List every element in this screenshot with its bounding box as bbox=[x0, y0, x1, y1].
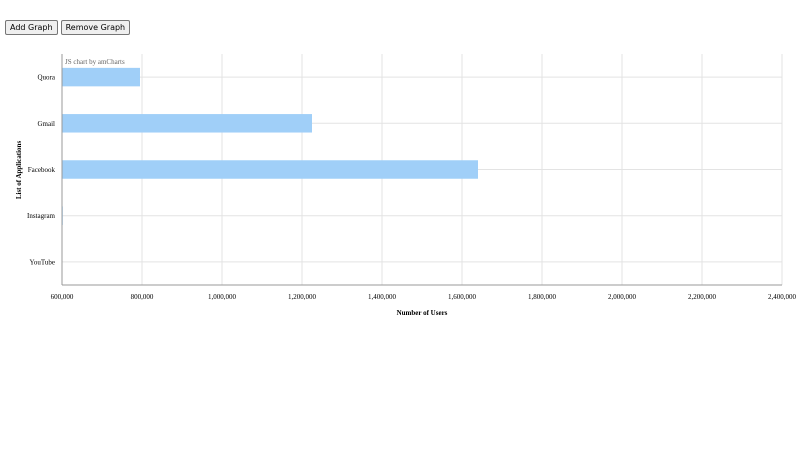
x-tick-label: 2,200,000 bbox=[688, 293, 717, 301]
category-label-youtube: YouTube bbox=[30, 258, 56, 266]
remove-graph-button[interactable]: Remove Graph bbox=[60, 20, 131, 35]
x-tick-label: 1,200,000 bbox=[288, 293, 317, 301]
x-tick-label: 1,000,000 bbox=[208, 293, 237, 301]
category-labels: Quora Gmail Facebook Instagram YouTube bbox=[27, 74, 56, 267]
x-tick-label: 600,000 bbox=[51, 293, 74, 301]
x-tick-label: 2,000,000 bbox=[608, 293, 637, 301]
x-tick-label: 1,600,000 bbox=[448, 293, 477, 301]
axes bbox=[61, 54, 782, 286]
x-axis-label: Number of Users bbox=[397, 309, 448, 317]
tick-labels: 600,000 800,000 1,000,000 1,200,000 1,400,00… bbox=[51, 293, 797, 301]
bars bbox=[62, 67, 478, 225]
x-tick-label: 1,800,000 bbox=[528, 293, 557, 301]
bar-gmail[interactable] bbox=[62, 114, 312, 133]
bar-facebook[interactable] bbox=[62, 160, 478, 179]
bar-quora[interactable] bbox=[62, 67, 140, 87]
category-label-quora: Quora bbox=[38, 74, 56, 82]
category-label-instagram: Instagram bbox=[27, 212, 56, 220]
y-axis-label: List of Applications bbox=[15, 141, 23, 200]
x-tick-label: 1,400,000 bbox=[368, 293, 397, 301]
category-label-gmail: Gmail bbox=[38, 120, 56, 128]
add-graph-button[interactable]: Add Graph bbox=[5, 20, 58, 35]
x-tick-label: 2,400,000 bbox=[768, 293, 797, 301]
x-tick-label: 800,000 bbox=[131, 293, 154, 301]
toolbar: Add Graph Remove Graph bbox=[5, 20, 131, 35]
category-label-facebook: Facebook bbox=[28, 166, 56, 174]
chart-credit[interactable]: JS chart by amCharts bbox=[65, 58, 125, 66]
